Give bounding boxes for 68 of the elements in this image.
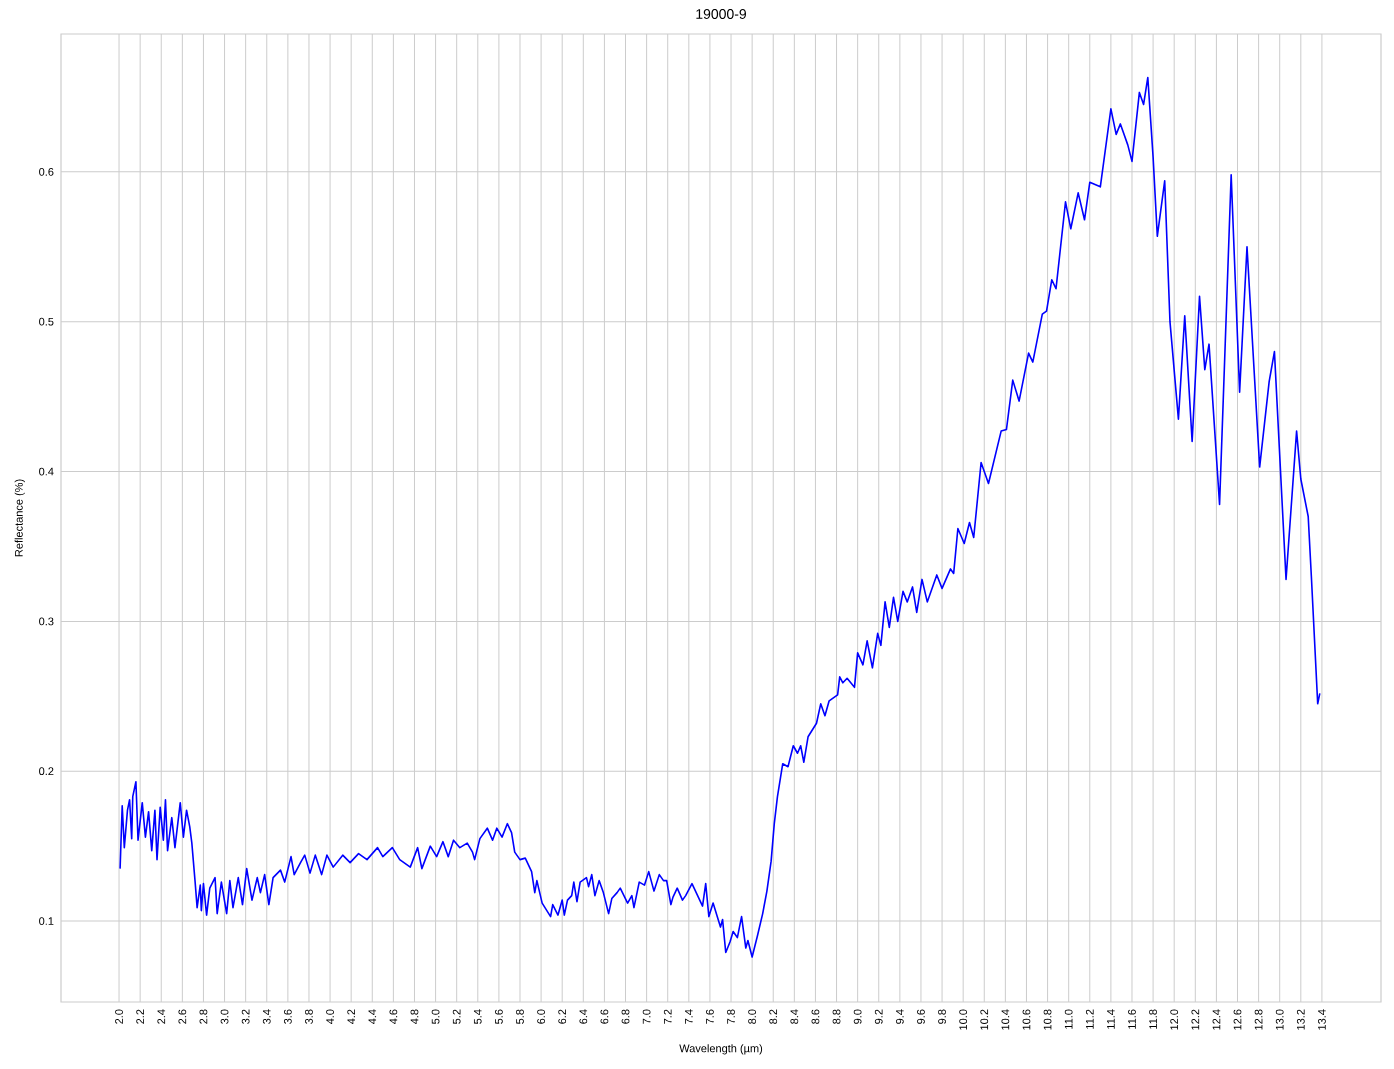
x-tick-label: 9.6: [917, 1009, 925, 1024]
x-tick-label: 11.8: [1149, 1009, 1157, 1029]
x-tick-label: 12.0: [1170, 1009, 1179, 1030]
x-tick-label: 3.8: [305, 1009, 313, 1024]
y-tick-label: 0.2: [39, 767, 54, 776]
x-tick-label: 5.0: [431, 1009, 440, 1024]
x-tick-label: 11.6: [1128, 1009, 1136, 1029]
x-tick-label: 7.0: [642, 1009, 651, 1024]
x-tick-label: 5.2: [452, 1009, 461, 1024]
y-tick-label: 0.6: [39, 167, 54, 176]
x-tick-label: 9.8: [938, 1009, 946, 1024]
x-tick-label: 8.6: [811, 1009, 820, 1024]
x-tick-label: 8.2: [769, 1009, 778, 1024]
x-tick-label: 6.4: [579, 1009, 588, 1024]
y-tick-label: 0.4: [39, 467, 54, 476]
line-series: [119, 76, 1321, 958]
x-tick-label: 3.6: [283, 1009, 292, 1024]
x-tick-label: 6.6: [600, 1009, 609, 1024]
x-tick-label: 2.8: [199, 1009, 208, 1024]
x-tick-label: 7.2: [663, 1009, 672, 1024]
x-tick-label: 4.2: [347, 1009, 356, 1025]
x-tick-label: 7.8: [727, 1009, 735, 1024]
x-tick-label: 12.8: [1254, 1009, 1263, 1030]
x-tick-label: 3.0: [220, 1009, 229, 1024]
x-tick-label: 8.4: [790, 1009, 799, 1024]
x-tick-label: 5.6: [494, 1009, 503, 1024]
x-tick-label: 13.0: [1275, 1009, 1284, 1030]
chart-title: 19000-9: [696, 9, 747, 19]
x-tick-label: 8.8: [832, 1009, 841, 1024]
x-tick-label: 11.2: [1085, 1009, 1094, 1029]
y-axis-title: Reflectance (%): [14, 479, 25, 557]
y-tick-label: 0.1: [39, 917, 54, 925]
x-tick-label: 11.4: [1107, 1009, 1115, 1029]
x-tick-label: 12.2: [1191, 1009, 1200, 1030]
x-tick-label: 5.8: [516, 1009, 524, 1024]
x-axis-title: Wavelength (µm): [679, 1044, 763, 1055]
x-tick-label: 3.2: [241, 1009, 250, 1024]
x-tick-label: 4.6: [389, 1009, 398, 1025]
y-tick-label: 0.5: [39, 317, 54, 326]
x-tick-label: 8.0: [748, 1009, 757, 1024]
x-tick-label: 2.4: [157, 1009, 166, 1024]
x-tick-label: 2.0: [115, 1009, 123, 1024]
x-tick-label: 6.8: [621, 1009, 630, 1024]
x-tick-label: 2.6: [178, 1009, 187, 1024]
x-tick-label: 7.6: [706, 1009, 714, 1024]
x-tick-label: 10.0: [959, 1009, 968, 1030]
x-tick-label: 12.6: [1233, 1009, 1242, 1030]
x-tick-label: 6.2: [558, 1009, 567, 1024]
x-tick-label: 3.4: [262, 1009, 271, 1024]
x-tick-label: 10.4: [1001, 1009, 1010, 1030]
x-tick-label: 4.8: [410, 1009, 419, 1025]
x-tick-label: 10.6: [1022, 1009, 1031, 1030]
x-tick-label: 12.4: [1212, 1009, 1221, 1030]
x-tick-label: 7.4: [685, 1009, 693, 1024]
x-tick-label: 9.0: [853, 1009, 862, 1024]
x-tick-label: 6.0: [537, 1009, 545, 1024]
x-tick-label: 11.0: [1064, 1009, 1073, 1029]
x-tick-label: 13.2: [1296, 1009, 1305, 1030]
x-tick-label: 2.2: [136, 1009, 144, 1024]
x-tick-label: 9.2: [874, 1009, 883, 1024]
y-tick-label: 0.3: [39, 617, 54, 626]
x-tick-label: 10.8: [1043, 1009, 1052, 1030]
x-tick-label: 9.4: [895, 1009, 904, 1024]
x-tick-label: 10.2: [980, 1009, 989, 1030]
x-tick-label: 4.4: [368, 1009, 377, 1025]
x-tick-label: 13.4: [1318, 1009, 1326, 1030]
x-tick-label: 5.4: [473, 1009, 482, 1024]
x-tick-label: 4.0: [326, 1009, 334, 1025]
